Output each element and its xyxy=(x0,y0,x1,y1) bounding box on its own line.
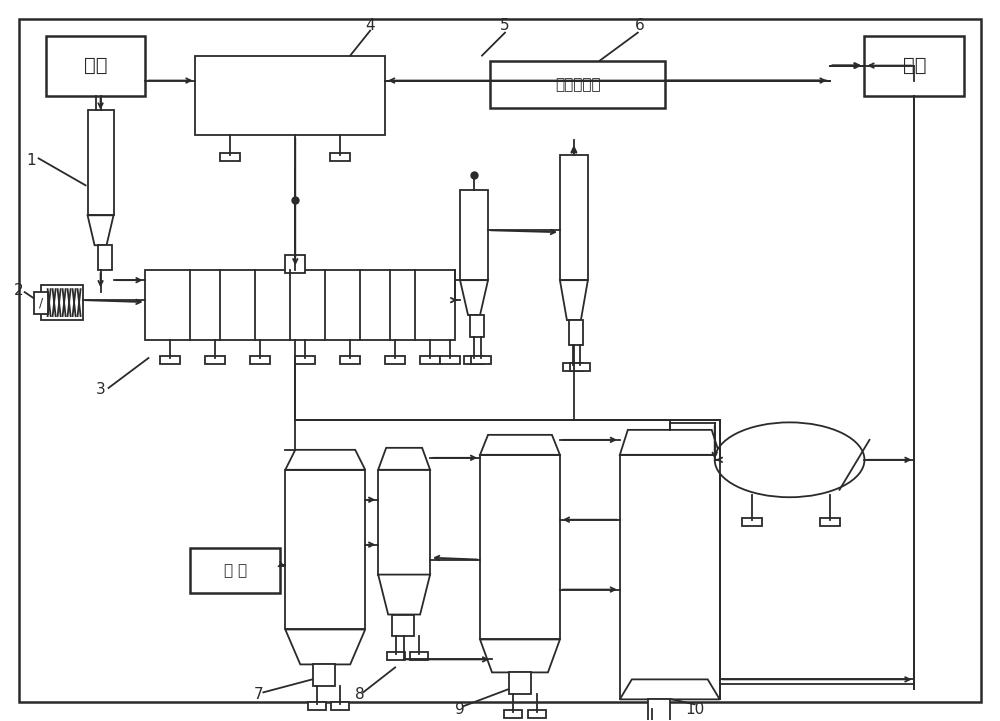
Bar xyxy=(410,653,428,660)
Bar xyxy=(504,710,522,718)
Polygon shape xyxy=(88,216,114,245)
Bar xyxy=(46,35,145,95)
Ellipse shape xyxy=(715,423,864,497)
Text: 净化热解气: 净化热解气 xyxy=(555,77,601,92)
Text: 它用: 它用 xyxy=(903,56,926,75)
Polygon shape xyxy=(560,280,588,320)
Bar xyxy=(285,255,305,273)
Bar xyxy=(570,363,590,371)
Bar xyxy=(471,356,491,364)
Bar xyxy=(308,702,326,710)
Text: 6: 6 xyxy=(635,18,645,33)
Bar xyxy=(460,190,488,280)
Bar xyxy=(88,110,114,216)
Bar xyxy=(560,156,588,280)
Text: 1: 1 xyxy=(26,153,35,168)
Text: 2: 2 xyxy=(14,283,23,298)
Text: 8: 8 xyxy=(355,687,365,702)
Bar xyxy=(190,548,280,593)
Polygon shape xyxy=(620,679,720,699)
Bar xyxy=(392,614,414,637)
Bar xyxy=(528,710,546,718)
Bar xyxy=(490,61,665,108)
Bar xyxy=(330,154,350,162)
Bar xyxy=(331,702,349,710)
Text: /: / xyxy=(39,296,43,309)
Polygon shape xyxy=(460,280,488,315)
Bar xyxy=(220,154,240,162)
Polygon shape xyxy=(285,629,365,665)
Bar xyxy=(313,665,335,686)
Bar xyxy=(295,356,315,364)
Bar xyxy=(205,356,225,364)
Bar xyxy=(34,292,48,314)
Bar xyxy=(864,35,964,95)
Bar xyxy=(470,315,484,337)
Text: 9: 9 xyxy=(455,702,465,717)
Bar xyxy=(480,455,560,640)
Polygon shape xyxy=(285,450,365,470)
Polygon shape xyxy=(480,640,560,673)
Bar xyxy=(569,320,583,345)
Text: 空 气: 空 气 xyxy=(224,563,247,578)
Bar xyxy=(440,356,460,364)
Polygon shape xyxy=(378,575,430,614)
Bar xyxy=(464,356,484,364)
Bar xyxy=(820,518,840,526)
Bar xyxy=(195,56,385,136)
Bar xyxy=(250,356,270,364)
Bar xyxy=(98,245,112,270)
Bar xyxy=(648,699,670,721)
Bar xyxy=(285,470,365,629)
Bar xyxy=(340,356,360,364)
Text: 3: 3 xyxy=(96,382,105,397)
Bar xyxy=(387,653,405,660)
Bar xyxy=(742,518,762,526)
Polygon shape xyxy=(480,435,560,455)
Bar xyxy=(509,673,531,694)
Bar xyxy=(620,455,720,699)
Bar xyxy=(563,363,583,371)
Text: 7: 7 xyxy=(254,687,263,702)
Bar xyxy=(385,356,405,364)
Polygon shape xyxy=(378,448,430,470)
Bar xyxy=(160,356,180,364)
Bar xyxy=(41,285,83,320)
Bar xyxy=(145,270,455,340)
Polygon shape xyxy=(620,430,720,455)
Bar xyxy=(420,356,440,364)
Bar xyxy=(378,470,430,575)
Text: 10: 10 xyxy=(685,702,704,717)
Text: 粉煤: 粉煤 xyxy=(84,56,107,75)
Text: 5: 5 xyxy=(500,18,510,33)
Text: 4: 4 xyxy=(365,18,375,33)
